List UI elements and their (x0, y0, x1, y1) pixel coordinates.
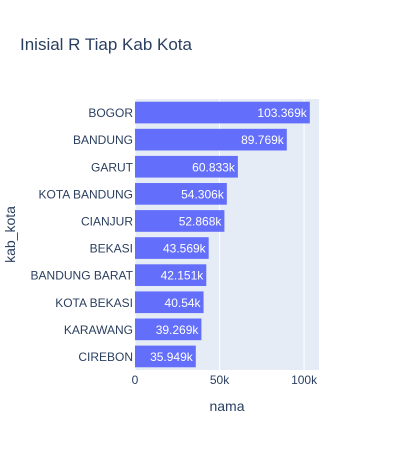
bar-value-label: 43.569k (163, 242, 207, 256)
y-axis-ticks: BOGOR BANDUNG GARUT KOTA BANDUNG CIANJUR BEKA… (31, 106, 134, 364)
bar-value-label: 40.54k (165, 296, 202, 310)
bar-value-label: 35.949k (150, 350, 194, 364)
bar-value-label: 60.833k (192, 160, 236, 174)
x-axis-title: nama (209, 398, 244, 414)
bar-value-label: 89.769k (241, 133, 285, 147)
y-tick-label: BOGOR (88, 106, 133, 120)
bar-value-label: 103.369k (257, 106, 307, 120)
x-tick-label: 50k (210, 373, 230, 387)
y-tick-label: KOTA BANDUNG (39, 187, 133, 201)
bar-value-label: 52.868k (179, 214, 223, 228)
y-tick-label: BANDUNG (73, 133, 133, 147)
y-tick-label: CIANJUR (81, 214, 133, 228)
y-axis-title: kab_kota (2, 206, 18, 263)
y-tick-label: GARUT (91, 160, 134, 174)
y-tick-label: BEKASI (90, 242, 133, 256)
y-tick-label: CIREBON (78, 350, 133, 364)
x-tick-label: 100k (291, 373, 318, 387)
y-tick-label: KOTA BEKASI (55, 296, 133, 310)
bar-value-label: 39.269k (156, 323, 200, 337)
y-tick-label: BANDUNG BARAT (31, 269, 134, 283)
bar-value-label: 54.306k (181, 187, 225, 201)
x-axis-ticks: 0 50k 100k (132, 373, 318, 387)
y-tick-label: KARAWANG (64, 323, 133, 337)
x-tick-label: 0 (132, 373, 139, 387)
bar-value-label: 42.151k (161, 269, 205, 283)
